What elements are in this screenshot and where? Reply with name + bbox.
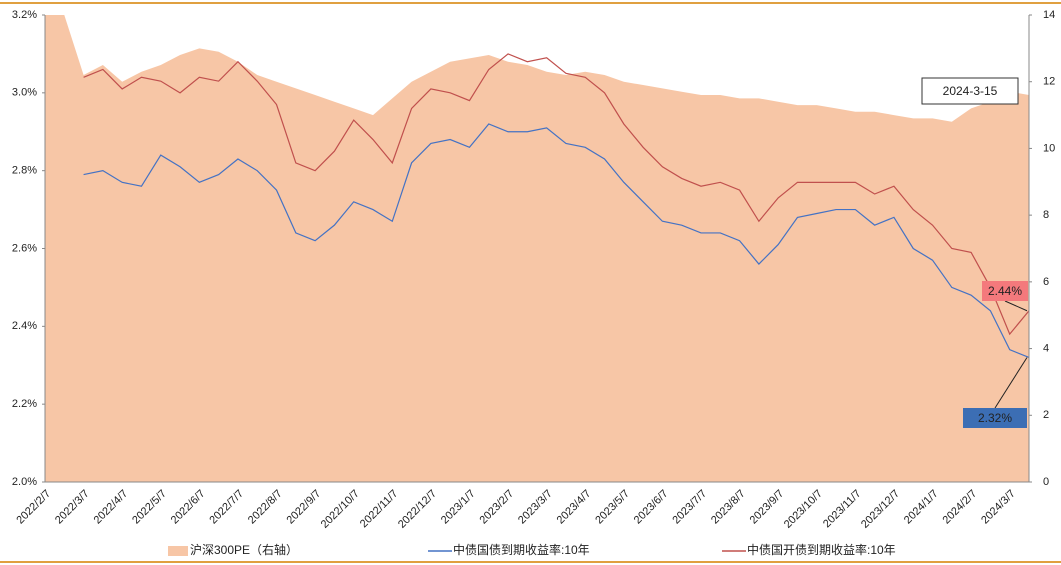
leader-line [1004,300,1028,312]
y-tick-label: 3.0% [12,87,37,99]
y-tick-label: 2.8% [12,165,37,177]
value-label: 2.44% [988,284,1022,298]
value-label: 2.32% [978,411,1012,425]
x-tick-label: 2023/10/7 [782,488,825,531]
x-tick-label: 2023/11/7 [821,488,864,531]
x-tick-label: 2023/6/7 [632,488,671,527]
y2-tick-label: 0 [1043,476,1049,488]
annotation: 2024-3-15 [943,84,998,98]
y2-tick-label: 14 [1043,9,1055,21]
x-tick-label: 2023/12/7 [859,488,902,531]
x-tick-label: 2022/11/7 [358,488,401,531]
x-tick-label: 2024/2/7 [941,488,980,527]
x-tick-label: 2023/3/7 [516,488,555,527]
y-tick-label: 2.0% [12,476,37,488]
value-label-box [982,281,1028,301]
y2-tick-label: 4 [1043,342,1049,354]
legend-swatch [168,546,188,556]
y2-tick-label: 12 [1043,76,1055,88]
y-tick-label: 2.4% [12,320,37,332]
x-tick-label: 2024/1/7 [902,488,941,527]
x-tick-label: 2023/1/7 [439,488,478,527]
x-tick-label: 2023/4/7 [555,488,594,527]
legend-label: 沪深300PE（右轴） [190,542,298,557]
x-tick-label: 2023/8/7 [709,488,748,527]
x-tick-label: 2022/5/7 [130,488,169,527]
leader-line [994,357,1028,409]
y-tick-label: 2.2% [12,398,37,410]
x-tick-label: 2022/2/7 [14,488,53,527]
yield-line [83,53,1030,336]
x-tick-label: 2023/5/7 [593,488,632,527]
y2-tick-label: 2 [1043,409,1049,421]
yield-line [83,123,1030,359]
x-tick-label: 2024/3/7 [979,488,1018,527]
y2-tick-label: 8 [1043,209,1049,221]
x-tick-label: 2022/4/7 [92,488,131,527]
x-tick-label: 2022/12/7 [396,488,439,531]
x-tick-label: 2022/9/7 [285,488,324,527]
y2-tick-label: 10 [1043,142,1055,154]
x-tick-label: 2022/7/7 [207,488,246,527]
legend-label: 中债国债到期收益率:10年 [453,542,590,557]
pe-area [45,15,1029,482]
y-tick-label: 2.6% [12,242,37,254]
y2-tick-label: 6 [1043,276,1049,288]
annotation-box [921,77,1019,105]
value-label-box [963,408,1027,428]
x-tick-label: 2023/2/7 [477,488,516,527]
x-tick-label: 2022/3/7 [53,488,92,527]
x-tick-label: 2022/6/7 [169,488,208,527]
x-tick-label: 2022/8/7 [246,488,285,527]
y-tick-label: 3.2% [12,9,37,21]
x-tick-label: 2023/7/7 [670,488,709,527]
x-tick-label: 2022/10/7 [319,488,362,531]
legend-label: 中债国开债到期收益率:10年 [747,542,896,557]
x-tick-label: 2023/9/7 [748,488,787,527]
